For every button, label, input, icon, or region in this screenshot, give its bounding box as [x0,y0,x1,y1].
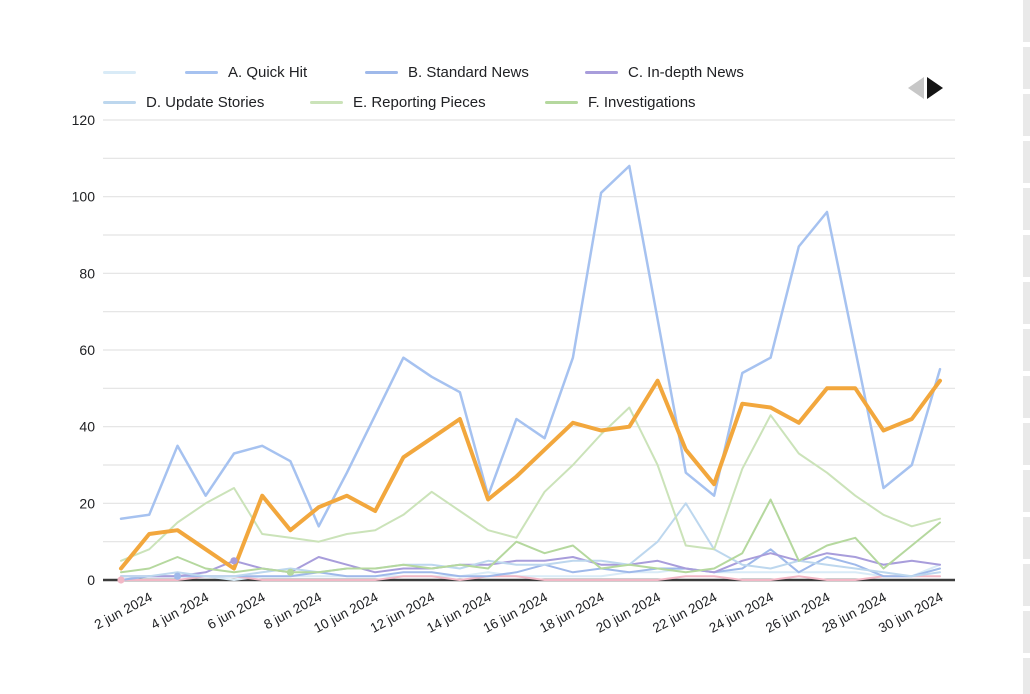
legend-pager [908,77,943,99]
data-point-marker [117,576,125,584]
x-tick-label: 30 jun 2024 [876,589,946,636]
series-line-a-quick-hit [119,164,942,528]
x-tick-label: 6 jun 2024 [205,589,268,632]
y-tick-label: 100 [72,189,96,205]
y-tick-label: 40 [79,419,95,435]
legend-swatch-icon [545,100,578,104]
x-tick-label: 4 jun 2024 [148,589,211,632]
chart-legend: A. Quick Hit B. Standard News C. In-depth … [0,0,1023,120]
data-point-marker [286,568,295,576]
legend-next-icon[interactable] [927,77,943,99]
series-line-f-investigations [120,498,941,574]
legend-swatch-icon [103,70,136,74]
legend-swatch-icon [103,100,136,104]
legend-item-e-reporting-pieces: E. Reporting Pieces [310,92,486,112]
series-line-unlabeled-8 [120,575,941,581]
x-tick-label: 2 jun 2024 [92,589,155,632]
legend-item-d-update-stories: D. Update Stories [103,92,264,112]
legend-label: D. Update Stories [146,93,265,111]
legend-prev-icon[interactable] [908,77,924,99]
legend-label: A. Quick Hit [228,63,308,81]
legend-item-a-quick-hit: A. Quick Hit [185,62,307,82]
y-tick-label: 60 [79,342,95,358]
legend-item-f-investigations: F. Investigations [545,92,696,112]
series-line-b-standard-news [120,548,941,581]
scrollbar-track[interactable] [1023,0,1030,694]
legend-label: F. Investigations [588,93,696,111]
y-tick-label: 0 [87,572,95,588]
legend-label: E. Reporting Pieces [353,93,486,111]
legend-item-c-in-depth-news: C. In-depth News [585,62,744,82]
legend-swatch-icon [310,100,343,104]
series-line-d-update-stories [120,502,941,578]
y-tick-label: 80 [79,265,95,281]
series-line-c-in-depth-news [120,552,941,578]
data-point-marker [230,557,238,565]
legend-swatch-icon [365,70,398,74]
series-line-unlabeled-7 [119,378,942,571]
data-point-marker [173,572,182,580]
series-line-e-reporting-pieces [120,406,941,562]
legend-swatch-icon [185,70,218,74]
legend-label: B. Standard News [408,63,529,81]
legend-swatch-icon [585,70,618,74]
y-tick-label: 20 [79,495,95,511]
legend-item-b-standard-news: B. Standard News [365,62,529,82]
legend-label: C. In-depth News [628,63,744,81]
y-tick-label: 120 [72,112,96,128]
legend-item-unlabeled [103,62,136,82]
